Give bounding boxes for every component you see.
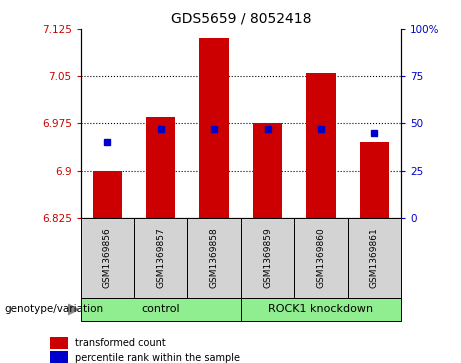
Text: GSM1369858: GSM1369858 — [210, 227, 219, 288]
Title: GDS5659 / 8052418: GDS5659 / 8052418 — [171, 11, 311, 25]
Bar — [294, 218, 348, 298]
Text: percentile rank within the sample: percentile rank within the sample — [76, 352, 241, 363]
Bar — [134, 218, 188, 298]
Bar — [360, 142, 389, 218]
Text: transformed count: transformed count — [76, 338, 166, 348]
Text: GSM1369860: GSM1369860 — [316, 227, 325, 288]
Bar — [241, 218, 294, 298]
Bar — [50, 351, 68, 363]
Text: GSM1369857: GSM1369857 — [156, 227, 165, 288]
Bar — [200, 38, 229, 218]
Text: GSM1369856: GSM1369856 — [103, 227, 112, 288]
Bar — [241, 298, 401, 321]
Bar — [253, 123, 282, 218]
Text: GSM1369861: GSM1369861 — [370, 227, 379, 288]
Bar — [81, 218, 134, 298]
Text: genotype/variation: genotype/variation — [5, 305, 104, 314]
Text: control: control — [142, 305, 180, 314]
Text: GSM1369859: GSM1369859 — [263, 227, 272, 288]
Text: ROCK1 knockdown: ROCK1 knockdown — [268, 305, 373, 314]
Bar — [81, 298, 241, 321]
Bar — [348, 218, 401, 298]
Bar — [146, 117, 176, 218]
Bar — [306, 73, 336, 218]
Bar — [188, 218, 241, 298]
Bar — [50, 337, 68, 349]
Bar — [93, 171, 122, 218]
Polygon shape — [68, 304, 78, 315]
